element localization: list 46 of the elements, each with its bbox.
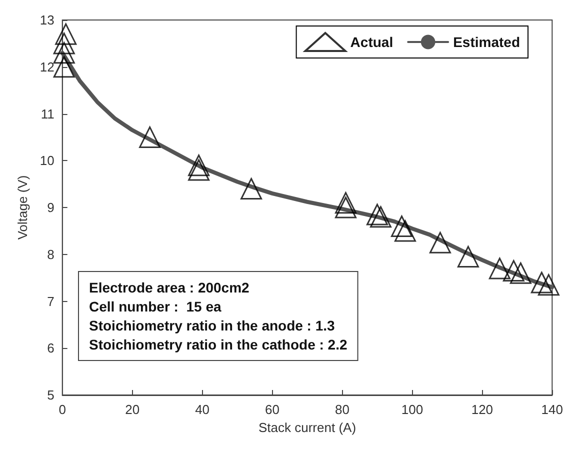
annotation: Stoichiometry ratio in the anode : 1.3 [89, 318, 336, 334]
annotation: Cell number : 15 ea [89, 298, 222, 314]
point [139, 126, 161, 148]
y-tick-label: 10 [40, 153, 54, 168]
point [530, 272, 552, 294]
x-tick-label: 100 [401, 402, 424, 417]
point [240, 178, 262, 200]
point [53, 42, 75, 64]
x-tick-label: 120 [471, 402, 494, 417]
x-tick-label: 140 [541, 402, 564, 417]
x-tick-label: 80 [335, 402, 350, 417]
legend-label: Estimated [453, 34, 520, 50]
legend-label: Actual [350, 34, 394, 50]
x-axis-title: Stack current (A) [258, 420, 356, 435]
point [457, 246, 479, 268]
y-tick-label: 8 [47, 246, 54, 262]
point [55, 23, 77, 45]
annotation: Electrode area : 200cm2 [89, 280, 250, 296]
point [510, 262, 532, 284]
point [488, 258, 510, 280]
y-tick-label: 7 [47, 294, 54, 309]
point [429, 232, 451, 254]
y-axis-title: Voltage (V) [15, 175, 30, 240]
point [390, 216, 412, 237]
y-tick-label: 5 [47, 388, 54, 402]
point [188, 154, 210, 176]
x-tick-label: 40 [195, 402, 210, 417]
y-tick-label: 6 [47, 340, 54, 356]
y-tick-label: 13 [40, 12, 54, 28]
point [53, 32, 75, 54]
x-tick-label: 20 [125, 402, 140, 417]
y-tick-label: 11 [40, 106, 54, 122]
annotation: Stoichiometry ratio in the cathode : 2.2 [89, 336, 348, 352]
point [366, 204, 388, 226]
point [53, 56, 75, 78]
x-tick-label: 60 [265, 402, 280, 417]
point [502, 260, 524, 282]
x-tick-label: 0 [58, 402, 66, 417]
y-tick-label: 12 [40, 59, 54, 74]
point [334, 196, 356, 218]
point [334, 192, 356, 214]
point [394, 220, 416, 242]
point [188, 159, 210, 181]
point [538, 274, 560, 296]
y-tick-label: 9 [47, 200, 54, 215]
point [370, 206, 392, 228]
